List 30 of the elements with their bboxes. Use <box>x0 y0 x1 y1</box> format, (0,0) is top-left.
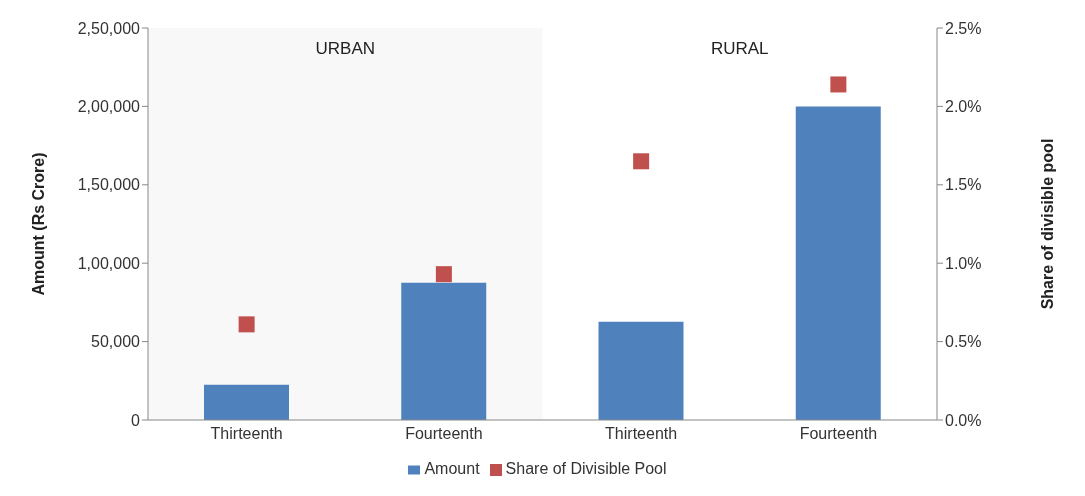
bar <box>204 384 289 420</box>
annotation: RURAL <box>710 39 769 59</box>
x-tick-label: Fourteenth <box>799 425 878 443</box>
y-tick-label: 50,000 <box>91 333 141 351</box>
bar <box>795 106 881 420</box>
y2-tick-label: 2.0% <box>945 98 982 116</box>
y2-tick-label: 0.0% <box>945 411 982 429</box>
band-label: URBAN <box>315 39 376 59</box>
y-tick-label: 2,00,000 <box>77 98 141 116</box>
point <box>633 153 650 170</box>
y2-axis-title: Share of divisible pool <box>1038 138 1056 310</box>
point <box>238 316 255 333</box>
point <box>435 266 452 283</box>
x-tick-label: Thirteenth <box>210 425 283 443</box>
x-tick-label: Thirteenth <box>605 425 678 443</box>
bar <box>598 321 684 420</box>
y2-tick-label: 1.0% <box>945 254 982 272</box>
y-axis-title: Amount (Rs Crore) <box>29 152 47 296</box>
x-tick-label: Fourteenth <box>405 425 483 443</box>
legend-label: Amount <box>424 460 480 477</box>
y2-tick-label: 2.5% <box>945 19 982 37</box>
bar <box>401 282 487 420</box>
point <box>830 76 847 93</box>
y-tick-label: 0 <box>131 411 141 429</box>
y2-tick-label: 0.5% <box>945 333 982 351</box>
y-tick-label: 2,50,000 <box>77 19 141 37</box>
y-tick-label: 1,50,000 <box>77 176 141 194</box>
y2-tick-label: 1.5% <box>945 176 982 194</box>
y-tick-label: 1,00,000 <box>77 254 141 272</box>
legend-label: Share of Divisible Pool <box>505 460 667 477</box>
